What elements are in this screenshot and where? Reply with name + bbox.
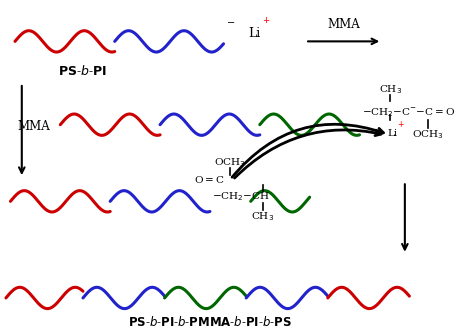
Text: $^{+}$: $^{+}$ <box>262 16 271 30</box>
Text: Li: Li <box>388 128 398 137</box>
Text: $^{-}$: $^{-}$ <box>226 19 235 33</box>
Text: MMA: MMA <box>17 120 50 133</box>
Text: O$=$C: O$=$C <box>194 174 225 185</box>
Text: $-$CH$_2$$-$CH: $-$CH$_2$$-$CH <box>212 190 270 203</box>
Text: OCH$_3$: OCH$_3$ <box>412 128 443 141</box>
Text: Li: Li <box>248 27 261 40</box>
Text: CH$_3$: CH$_3$ <box>251 210 274 223</box>
Text: $\bf{PS}$-$\it{b}$-$\bf{PI}$: $\bf{PS}$-$\it{b}$-$\bf{PI}$ <box>58 65 108 78</box>
Text: $^{+}$: $^{+}$ <box>397 120 405 130</box>
Text: CH$_3$: CH$_3$ <box>379 83 402 96</box>
Text: OCH$_3$: OCH$_3$ <box>215 157 246 169</box>
Text: $-$CH$_2$$-$C$^{-}$$-$C$=$O: $-$CH$_2$$-$C$^{-}$$-$C$=$O <box>362 107 455 119</box>
Text: $\bf{PS}$-$\it{b}$-$\bf{PI}$-$\it{b}$-$\bf{PMMA}$-$\it{b}$-$\bf{PI}$-$\it{b}$-$\: $\bf{PS}$-$\it{b}$-$\bf{PI}$-$\it{b}$-$\… <box>128 314 292 329</box>
Text: MMA: MMA <box>327 18 360 31</box>
